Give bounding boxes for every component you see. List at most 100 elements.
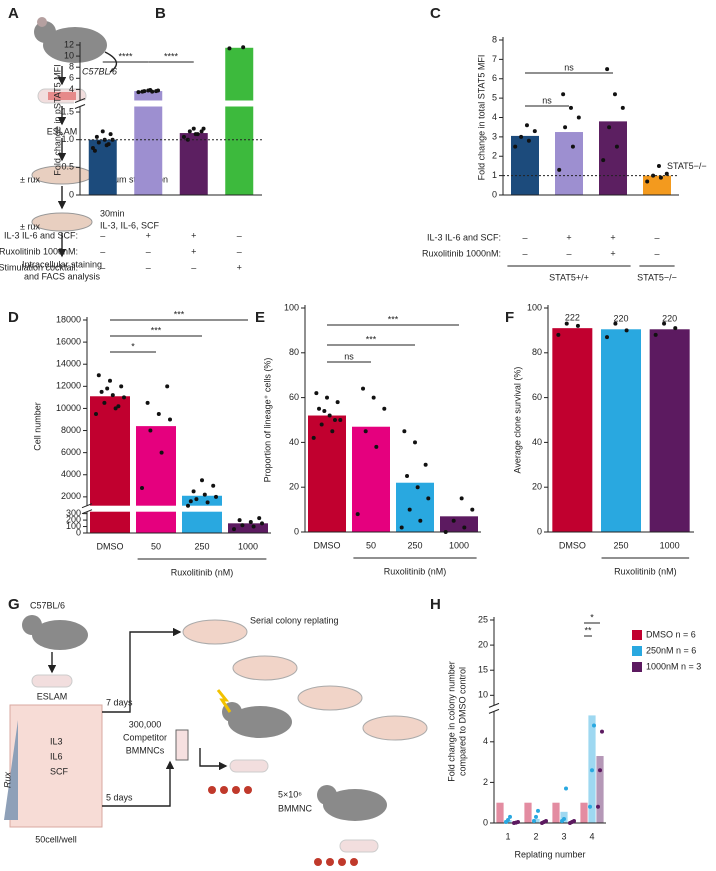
y-tick-label: 200 xyxy=(66,514,81,524)
plate-label: 50cell/well xyxy=(35,834,77,844)
row-sign: – xyxy=(146,246,151,256)
data-point xyxy=(181,134,186,139)
x-axis-label: Replating number xyxy=(514,849,585,859)
data-point xyxy=(459,496,464,501)
y-axis-label: compared to DMSO control xyxy=(457,667,467,776)
y-tick-label: 14000 xyxy=(56,359,81,369)
data-point xyxy=(532,129,537,134)
data-point xyxy=(92,148,97,153)
data-point xyxy=(119,384,124,389)
data-point xyxy=(116,404,121,409)
data-point xyxy=(620,105,625,110)
data-point xyxy=(614,144,619,149)
break-mark xyxy=(81,503,93,509)
legend-swatch xyxy=(632,646,642,656)
data-point xyxy=(418,518,423,523)
row-sign: + xyxy=(610,248,615,258)
y-tick-label: 60 xyxy=(289,392,299,402)
data-point xyxy=(443,530,448,534)
donor-label: BMMNC xyxy=(278,803,312,813)
significance-label: **** xyxy=(164,51,179,61)
data-point xyxy=(426,496,431,501)
x-tick-label: 1000 xyxy=(660,540,680,550)
step-treatment: ± rux xyxy=(20,221,40,231)
y-tick-label: 100 xyxy=(66,521,81,531)
x-tick-label: DMSO xyxy=(97,541,124,551)
y-tick-label: 80 xyxy=(289,347,299,357)
data-point xyxy=(534,814,538,819)
bar-label: 222 xyxy=(565,313,580,323)
data-point xyxy=(651,173,656,178)
row-sign: + xyxy=(566,232,571,242)
data-point xyxy=(423,462,428,467)
cells-label: ESLAM xyxy=(47,126,78,136)
bar xyxy=(179,133,208,195)
data-point xyxy=(544,818,548,823)
donor-label: 5×10⁶ xyxy=(278,789,302,799)
data-point xyxy=(592,723,596,728)
irradiation xyxy=(216,689,232,713)
row-sign: – xyxy=(237,230,242,240)
data-point xyxy=(99,389,104,394)
y-axis-label: Average clone survival (%) xyxy=(512,367,522,474)
y-tick-label: 8000 xyxy=(61,425,81,435)
data-point xyxy=(191,489,196,494)
data-point xyxy=(168,417,172,422)
y-tick-label: 20 xyxy=(532,482,542,492)
row-sign: – xyxy=(654,248,659,258)
y-axis-label: Fold change in pSTAT5 MFI xyxy=(52,64,62,175)
x-tick-label: 50 xyxy=(366,540,376,550)
readout: Intracellular staining xyxy=(22,259,102,269)
data-point xyxy=(260,521,264,526)
data-point xyxy=(105,386,110,391)
group-label: STAT5−/− xyxy=(637,272,677,282)
break-mark xyxy=(488,702,500,708)
bar xyxy=(552,802,560,823)
x-tick-label: 2 xyxy=(533,831,538,841)
mouse xyxy=(43,27,107,63)
y-tick-label: 0 xyxy=(492,189,497,199)
bar xyxy=(352,426,390,532)
data-point xyxy=(402,429,407,434)
data-point xyxy=(556,332,561,337)
data-point xyxy=(536,808,540,813)
data-point xyxy=(662,321,667,326)
data-point xyxy=(94,134,99,139)
break-mark xyxy=(488,708,500,714)
data-point xyxy=(338,418,343,422)
y-axis-label: Proportion of lineage⁺ cells (%) xyxy=(262,358,272,483)
x-tick-label: 1000 xyxy=(238,541,258,551)
data-point xyxy=(371,395,376,400)
break-mark xyxy=(81,509,93,515)
rux-label: Rux xyxy=(2,772,12,789)
data-point xyxy=(506,817,510,822)
dish xyxy=(297,685,363,711)
data-point xyxy=(106,142,111,147)
data-point xyxy=(568,105,573,110)
row-label: IL-3 IL-6 and SCF: xyxy=(4,230,78,240)
y-tick-label: 6000 xyxy=(61,447,81,457)
data-point xyxy=(645,179,650,184)
data-point xyxy=(561,92,566,97)
legend-label: 1000nM n = 3 xyxy=(646,661,701,671)
data-point xyxy=(96,140,101,145)
y-tick-label: 12 xyxy=(64,39,74,49)
x-axis-label: Ruxolitinib (nM) xyxy=(614,566,677,576)
data-point xyxy=(335,400,340,405)
data-point xyxy=(108,132,113,137)
data-point xyxy=(564,321,569,326)
data-point xyxy=(562,816,566,821)
panel-letter: A xyxy=(8,5,19,22)
significance-label: *** xyxy=(388,314,399,324)
row-sign: + xyxy=(191,246,196,256)
y-tick-label: 4 xyxy=(69,84,74,94)
data-point xyxy=(156,411,161,416)
row-label: IL-3 IL-6 and SCF: xyxy=(427,232,501,242)
data-point xyxy=(572,818,576,823)
y-tick-label: 0 xyxy=(69,189,74,199)
y-tick-label: 1.5 xyxy=(61,106,74,116)
data-point xyxy=(191,126,196,131)
data-point xyxy=(154,89,159,94)
y-tick-label: 4000 xyxy=(61,469,81,479)
